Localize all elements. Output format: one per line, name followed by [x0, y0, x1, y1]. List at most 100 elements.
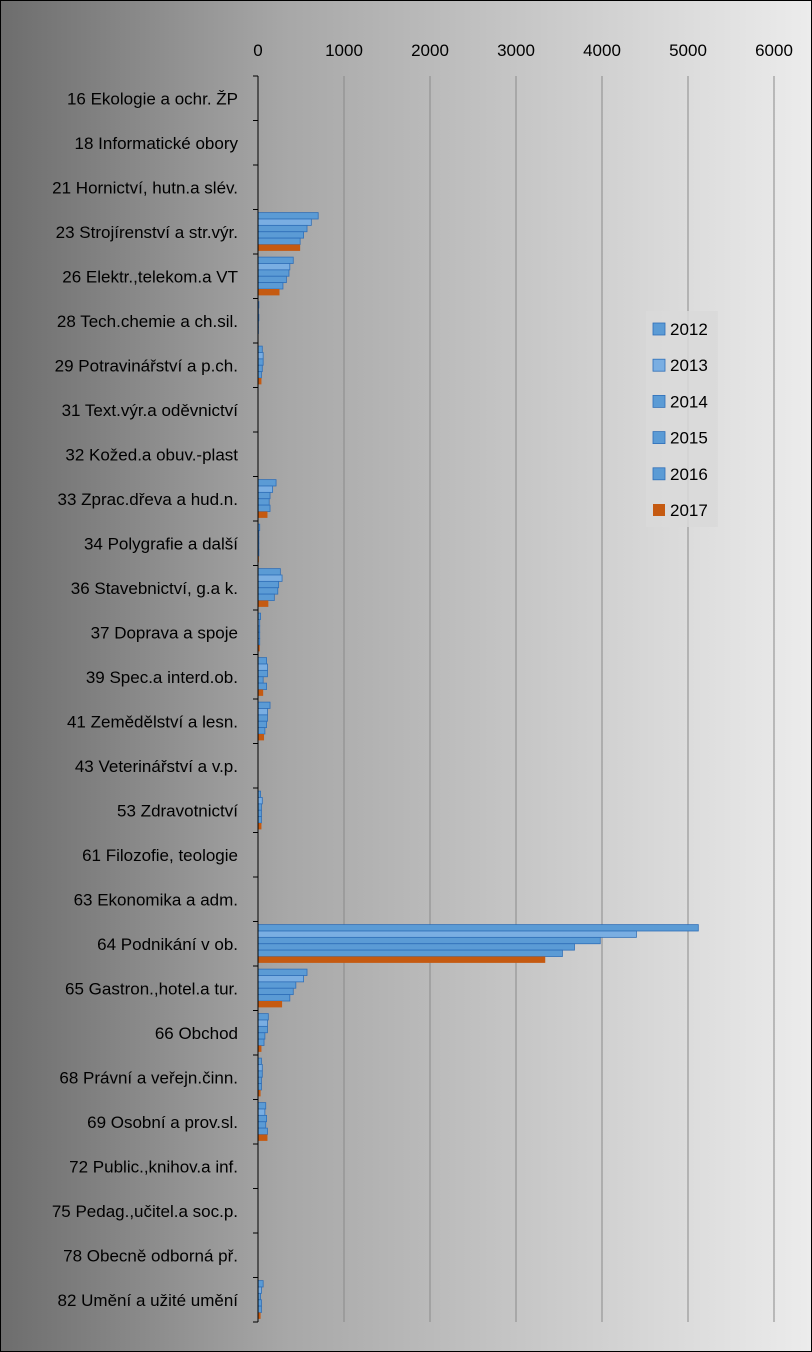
bar-2012-22	[257, 1057, 262, 1065]
category-label: 34 Polygrafie a další	[84, 534, 238, 553]
bar-2015-27	[257, 1299, 262, 1307]
bar-2016-9	[257, 504, 271, 512]
category-label: 68 Právní a veřejn.činn.	[59, 1068, 238, 1087]
legend-swatch-2017	[653, 504, 665, 516]
bar-2016-16	[257, 816, 262, 824]
x-tick-label: 5000	[669, 41, 707, 60]
category-label: 23 Strojírenství a str.výr.	[56, 223, 238, 242]
category-label: 66 Obchod	[155, 1024, 238, 1043]
category-label: 43 Veterinářství a v.p.	[75, 757, 238, 776]
bar-2013-27	[257, 1286, 262, 1294]
bar-2013-20	[257, 975, 304, 983]
bar-2015-14	[257, 720, 268, 729]
category-label: 41 Zemědělství a lesn.	[67, 712, 238, 731]
category-label: 36 Stavebnictví, g.a k.	[71, 579, 238, 598]
bar-2014-3	[257, 224, 308, 233]
bar-2012-23	[257, 1102, 267, 1110]
bar-2013-14	[257, 708, 268, 716]
bar-2017-23	[258, 1134, 268, 1141]
category-label: 53 Zdravotnictví	[117, 801, 238, 820]
bar-2017-4	[258, 289, 280, 296]
x-tick-label: 3000	[497, 41, 535, 60]
bar-2013-6	[257, 352, 264, 360]
bar-2017-20	[258, 1001, 283, 1008]
legend-swatch-2012	[652, 322, 666, 336]
bar-2016-21	[257, 1038, 265, 1046]
bar-2013-23	[257, 1108, 266, 1116]
legend-swatch-2014	[652, 394, 666, 408]
bar-2013-4	[257, 263, 291, 271]
bar-2012-19	[257, 924, 699, 932]
legend-swatch-2015	[652, 431, 666, 445]
bar-2012-9	[257, 479, 277, 487]
bar-2016-6	[257, 371, 262, 379]
bar-2012-11	[257, 568, 281, 576]
bar-2013-19	[257, 930, 637, 938]
bar-2012-14	[257, 701, 271, 709]
bar-2017-14	[258, 734, 265, 741]
category-label: 63 Ekonomika a adm.	[74, 890, 238, 909]
bar-2014-23	[257, 1114, 268, 1123]
bar-2014-6	[257, 358, 264, 366]
x-tick-label: 4000	[583, 41, 621, 60]
category-label: 61 Filozofie, teologie	[82, 846, 238, 865]
bar-2012-3	[257, 212, 319, 220]
legend-label: 2016	[670, 465, 708, 484]
bar-2017-3	[258, 244, 301, 251]
bar-2016-4	[257, 282, 284, 290]
bar-2015-19	[257, 943, 575, 951]
bar-2016-3	[257, 237, 301, 245]
category-label: 75 Pedag.,učitel.a soc.p.	[52, 1202, 238, 1221]
bar-2012-13	[257, 657, 268, 665]
bar-2013-22	[257, 1064, 263, 1072]
bar-2017-21	[258, 1045, 262, 1052]
category-label: 28 Tech.chemie a ch.sil.	[57, 312, 238, 331]
bar-2016-13	[257, 682, 268, 690]
legend-swatch-2013	[652, 358, 666, 372]
bar-2017-13	[258, 689, 264, 696]
bar-2016-14	[257, 727, 266, 735]
legend-label: 2012	[670, 320, 708, 339]
bar-2012-20	[257, 968, 308, 976]
bar-2017-12	[258, 645, 260, 652]
category-label: 65 Gastron.,hotel.a tur.	[65, 979, 238, 998]
x-tick-label: 6000	[755, 41, 793, 60]
category-label: 69 Osobní a prov.sl.	[87, 1113, 238, 1132]
bar-2015-20	[257, 987, 294, 996]
bar-2017-11	[258, 600, 269, 607]
bar-2014-20	[257, 981, 297, 989]
bar-2014-14	[257, 714, 268, 722]
bar-2015-11	[257, 587, 279, 595]
bar-2013-11	[257, 574, 283, 582]
bar-2016-23	[257, 1127, 268, 1135]
legend-label: 2014	[670, 392, 708, 411]
bar-2015-13	[257, 676, 264, 684]
bar-2012-21	[257, 1013, 269, 1021]
bar-2015-22	[257, 1076, 262, 1085]
legend-box	[646, 311, 718, 527]
category-label: 31 Text.výr.a oděvnictví	[62, 401, 239, 420]
category-label: 21 Hornictví, hutn.a slév.	[52, 178, 238, 197]
bar-2017-22	[258, 1090, 261, 1097]
bar-2014-13	[257, 669, 268, 678]
bar-2017-27	[258, 1312, 261, 1319]
category-label: 32 Kožed.a obuv.-plast	[65, 445, 238, 464]
bar-2015-4	[257, 275, 287, 284]
category-label: 26 Elektr.,telekom.a VT	[62, 267, 238, 286]
category-label: 64 Podnikání v ob.	[97, 935, 238, 954]
bar-2012-4	[257, 256, 294, 264]
x-tick-label: 2000	[411, 41, 449, 60]
legend-label: 2013	[670, 356, 708, 375]
bar-2014-11	[257, 580, 280, 589]
bar-2015-3	[257, 231, 304, 239]
category-label: 16 Ekologie a ochr. ŽP	[67, 89, 238, 108]
category-label: 72 Public.,knihov.a inf.	[69, 1157, 238, 1176]
category-label: 29 Potravinářství a p.ch.	[55, 356, 238, 375]
bar-2014-4	[257, 269, 290, 277]
bar-2017-9	[258, 511, 268, 518]
bar-2016-22	[257, 1083, 262, 1091]
bar-2014-16	[257, 803, 262, 811]
bar-2014-22	[257, 1070, 263, 1078]
